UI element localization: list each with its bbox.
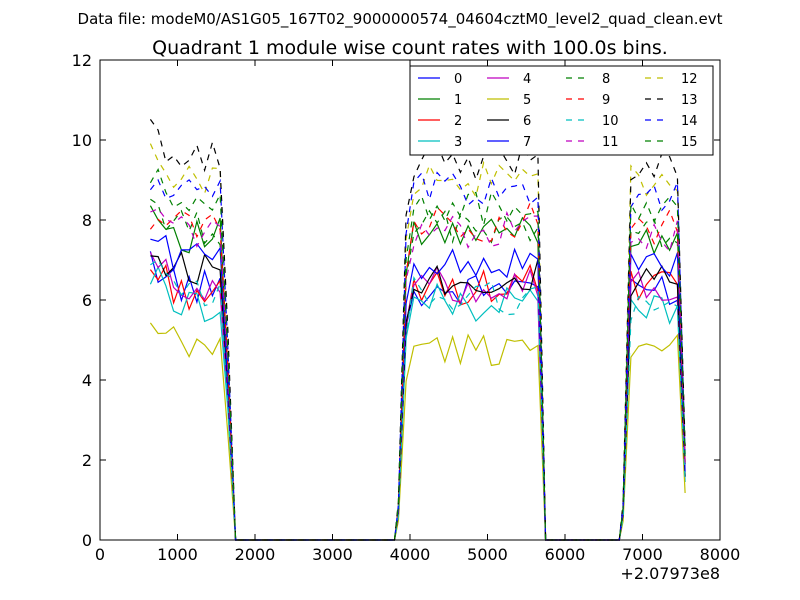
x-axis-offset-label: +2.07973e8 — [620, 564, 720, 583]
x-tick-label: 5000 — [467, 545, 508, 564]
x-tick-label: 1000 — [157, 545, 198, 564]
legend-label-13: 13 — [681, 93, 698, 108]
series-line-8 — [150, 198, 686, 541]
legend-label-15: 15 — [681, 135, 698, 150]
x-tick-label: 3000 — [312, 545, 353, 564]
x-tick-label: 6000 — [545, 545, 586, 564]
y-tick-label: 12 — [72, 51, 92, 70]
series-line-4 — [149, 252, 686, 541]
legend-label-8: 8 — [602, 72, 610, 87]
ticks-layer: 0 1000 2000 3000 4000 5000 6000 7000 80000246810… — [72, 51, 741, 564]
legend-label-11: 11 — [602, 135, 619, 150]
series-line-10 — [150, 259, 686, 541]
legend-label-3: 3 — [454, 135, 462, 150]
legend-label-14: 14 — [681, 114, 698, 129]
series-layer — [149, 119, 686, 541]
legend-frame — [409, 65, 714, 156]
x-tick-label: 2000 — [235, 545, 276, 564]
y-tick-label: 0 — [82, 531, 92, 550]
y-tick-label: 4 — [82, 371, 92, 390]
series-line-5 — [149, 322, 686, 541]
x-tick-label: 7000 — [622, 545, 663, 564]
legend-label-10: 10 — [602, 114, 619, 129]
legend-label-1: 1 — [454, 93, 462, 108]
legend-label-6: 6 — [523, 114, 531, 129]
chart-title: Quadrant 1 module wise count rates with … — [152, 37, 668, 59]
legend-label-7: 7 — [523, 135, 531, 150]
data-file-suptitle: Data file: modeM0/AS1G05_167T02_90000005… — [78, 10, 723, 29]
legend-label-2: 2 — [454, 114, 462, 129]
x-tick-label: 8000 — [700, 545, 741, 564]
legend-label-0: 0 — [454, 72, 462, 87]
legend-label-12: 12 — [681, 72, 698, 87]
series-line-11 — [150, 208, 686, 541]
y-tick-label: 10 — [72, 131, 92, 150]
y-tick-label: 2 — [82, 451, 92, 470]
x-tick-label: 4000 — [390, 545, 431, 564]
legend-label-5: 5 — [523, 93, 531, 108]
series-line-15 — [149, 168, 686, 541]
legend-label-9: 9 — [602, 93, 610, 108]
series-line-13 — [149, 119, 686, 541]
y-tick-label: 6 — [82, 291, 92, 310]
x-tick-label: 0 — [95, 545, 105, 564]
legend-label-4: 4 — [523, 72, 531, 87]
series-line-12 — [149, 143, 686, 541]
y-tick-label: 8 — [82, 211, 92, 230]
